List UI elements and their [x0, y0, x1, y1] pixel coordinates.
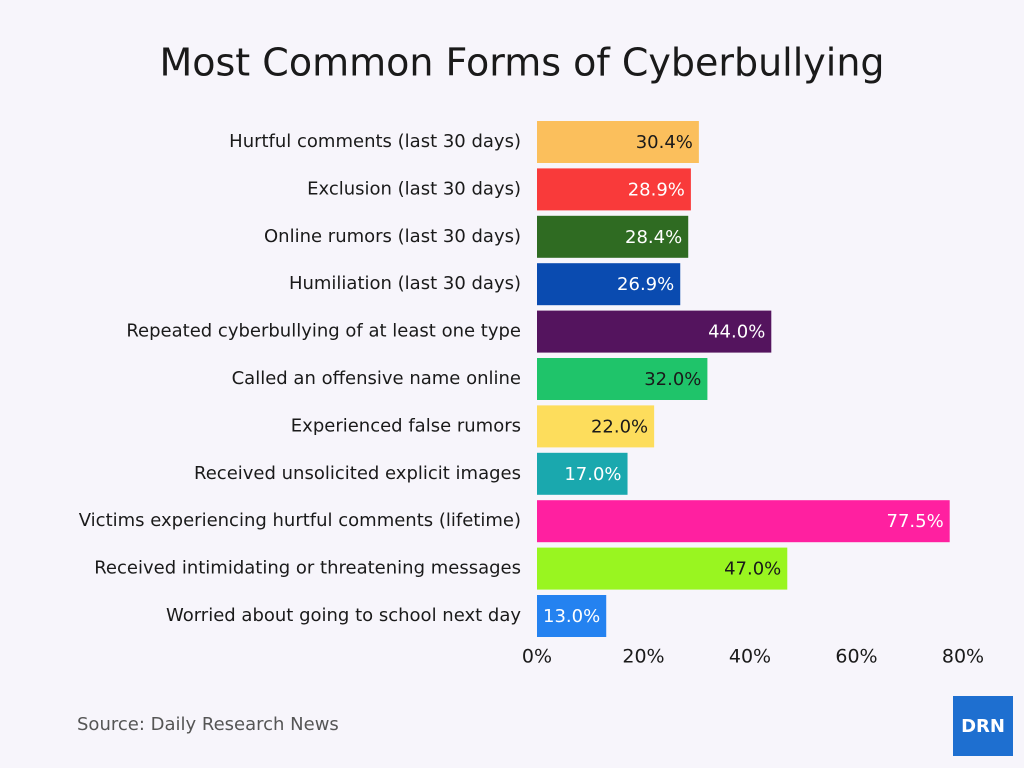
bar — [537, 358, 708, 400]
bar — [537, 310, 772, 353]
bar — [537, 168, 691, 211]
y-tick-label: Humiliation (last 30 days) — [289, 273, 521, 294]
value-label: 30.4% — [636, 132, 693, 153]
y-tick-label: Received intimidating or threatening mes… — [94, 558, 521, 579]
bar — [537, 500, 950, 543]
x-tick-label: 80% — [942, 646, 984, 668]
bar — [537, 405, 655, 448]
logo-box — [953, 696, 1013, 756]
value-label: 26.9% — [617, 274, 674, 295]
value-label: 28.9% — [628, 179, 685, 200]
value-label: 77.5% — [887, 511, 944, 532]
y-tick-label: Victims experiencing hurtful comments (l… — [79, 510, 521, 531]
value-label: 47.0% — [724, 559, 781, 580]
y-tick-label: Repeated cyberbullying of at least one t… — [126, 321, 521, 342]
chart-title: Most Common Forms of Cyberbullying — [159, 41, 884, 85]
bar — [537, 452, 628, 495]
x-tick-label: 60% — [835, 646, 877, 668]
bar — [537, 215, 689, 258]
y-tick-label: Called an offensive name online — [232, 368, 521, 389]
logo: DRN — [961, 716, 1005, 737]
y-tick-label: Online rumors (last 30 days) — [264, 226, 521, 247]
y-tick-label: Experienced false rumors — [291, 415, 521, 436]
value-label: 17.0% — [564, 464, 621, 485]
value-label: 13.0% — [543, 606, 600, 627]
x-tick-label: 40% — [729, 646, 771, 668]
value-label: 22.0% — [591, 416, 648, 437]
y-tick-label: Received unsolicited explicit images — [194, 463, 521, 484]
y-tick-label: Exclusion (last 30 days) — [307, 178, 521, 199]
value-label: 44.0% — [708, 322, 765, 343]
bar — [537, 547, 788, 590]
y-tick-label: Hurtful comments (last 30 days) — [229, 131, 521, 152]
y-tick-label: Worried about going to school next day — [166, 605, 521, 626]
bar — [537, 595, 607, 637]
value-label: 32.0% — [644, 369, 701, 390]
x-tick-label: 20% — [622, 646, 664, 668]
bar — [537, 263, 681, 306]
x-tick-label: 0% — [522, 646, 552, 668]
source: Source: Daily Research News — [77, 714, 339, 735]
value-label: 28.4% — [625, 227, 682, 248]
bar — [537, 121, 699, 163]
